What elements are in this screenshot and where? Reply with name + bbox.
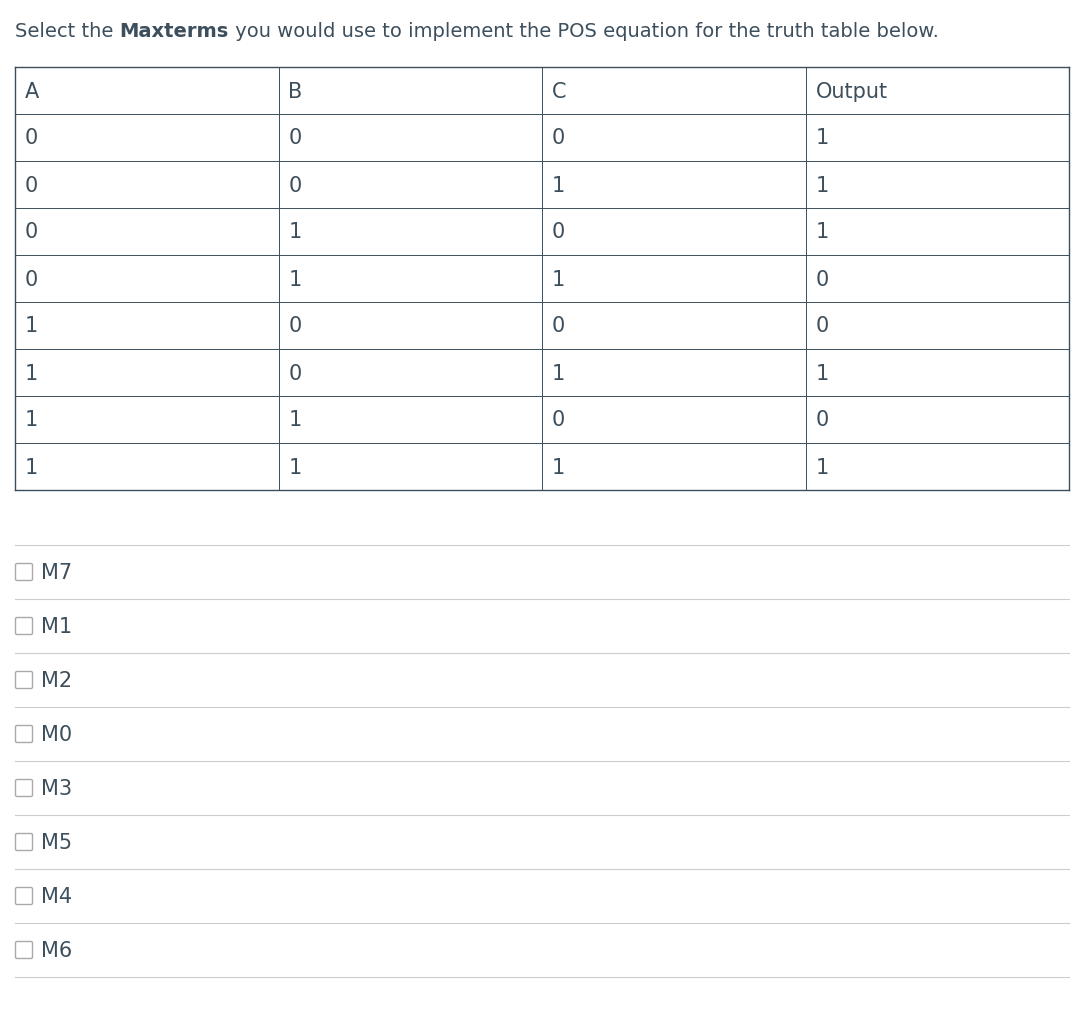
Text: 0: 0 — [815, 269, 829, 289]
Text: 1: 1 — [288, 410, 301, 430]
Text: 1: 1 — [815, 222, 829, 243]
Text: 0: 0 — [815, 316, 829, 337]
Text: 0: 0 — [25, 128, 38, 149]
Text: 0: 0 — [815, 410, 829, 430]
Text: 1: 1 — [25, 457, 38, 477]
Text: 0: 0 — [552, 410, 565, 430]
Text: M5: M5 — [41, 832, 73, 852]
Text: 1: 1 — [815, 457, 829, 477]
Text: you would use to implement the POS equation for the truth table below.: you would use to implement the POS equat… — [229, 22, 939, 41]
Text: 0: 0 — [288, 128, 301, 149]
Text: M6: M6 — [41, 940, 73, 960]
Text: 0: 0 — [288, 316, 301, 337]
Text: 1: 1 — [25, 316, 38, 337]
Text: B: B — [288, 82, 302, 101]
Text: 1: 1 — [815, 175, 829, 195]
Text: Output: Output — [815, 82, 888, 101]
Text: 0: 0 — [288, 175, 301, 195]
Text: M3: M3 — [41, 778, 73, 799]
Text: 1: 1 — [552, 175, 565, 195]
Text: 0: 0 — [288, 363, 301, 383]
Text: 1: 1 — [815, 363, 829, 383]
Text: 0: 0 — [552, 222, 565, 243]
FancyBboxPatch shape — [15, 888, 33, 905]
Text: 1: 1 — [288, 222, 301, 243]
Text: M2: M2 — [41, 670, 73, 691]
FancyBboxPatch shape — [15, 834, 33, 850]
FancyBboxPatch shape — [15, 779, 33, 797]
Text: Maxterms: Maxterms — [119, 22, 229, 41]
Text: 0: 0 — [552, 128, 565, 149]
Text: A: A — [25, 82, 39, 101]
Text: 0: 0 — [25, 222, 38, 243]
FancyBboxPatch shape — [15, 941, 33, 958]
Text: M7: M7 — [41, 562, 73, 582]
Text: Select the: Select the — [15, 22, 119, 41]
Text: 1: 1 — [815, 128, 829, 149]
FancyBboxPatch shape — [15, 564, 33, 581]
Text: 0: 0 — [552, 316, 565, 337]
Text: 0: 0 — [25, 269, 38, 289]
FancyBboxPatch shape — [15, 618, 33, 635]
FancyBboxPatch shape — [15, 672, 33, 688]
Text: C: C — [552, 82, 567, 101]
Text: M4: M4 — [41, 886, 73, 906]
Text: 1: 1 — [552, 457, 565, 477]
Text: 0: 0 — [25, 175, 38, 195]
Text: 1: 1 — [552, 363, 565, 383]
Text: 1: 1 — [288, 269, 301, 289]
FancyBboxPatch shape — [15, 726, 33, 743]
Text: 1: 1 — [25, 410, 38, 430]
Text: M0: M0 — [41, 724, 73, 744]
Text: 1: 1 — [288, 457, 301, 477]
Text: M1: M1 — [41, 617, 73, 636]
Text: 1: 1 — [25, 363, 38, 383]
Text: 1: 1 — [552, 269, 565, 289]
